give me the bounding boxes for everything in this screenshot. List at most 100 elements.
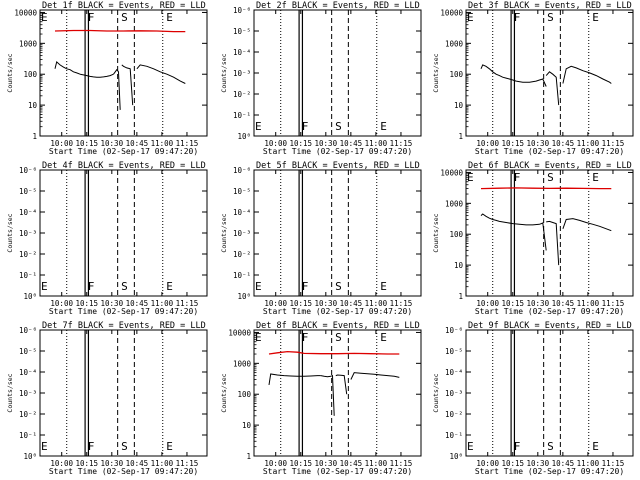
x-tick-label: 10:45 [126,299,149,308]
x-tick-label: 11:00 [151,459,174,468]
event-rate-line-3 [545,71,560,106]
x-tick-label: 10:45 [552,299,575,308]
y-tick-label: 10⁻⁵ [19,187,37,196]
event-rate-line-1 [480,213,540,226]
y-tick-label: 1000 [445,39,464,48]
plot-frame [253,9,422,137]
y-axis-label: Counts/sec [220,53,228,92]
y-tick-label: 100 [449,230,463,239]
event-marker-e: E [41,280,48,293]
x-tick-label: 10:00 [264,459,287,468]
y-tick-label: 10⁻³ [445,389,463,398]
y-axis-label: Counts/sec [6,213,14,252]
plot-panel-2: Det 2f BLACK = Events, RED = LLD 10:00 10:… [220,1,422,156]
event-rate-line-3 [113,68,121,110]
event-marker-e: E [41,440,48,453]
event-marker-e: E [592,440,599,453]
y-tick-label: 10⁻⁴ [19,368,37,377]
plot-title: Det 7f BLACK = Events, RED = LLD [42,321,206,331]
x-tick-label: 10:45 [552,459,575,468]
y-tick-label: 10⁻² [445,410,463,419]
event-marker-e: E [166,440,173,453]
y-tick-label: 10⁻⁵ [19,347,37,356]
y-tick-label: 10 [454,101,464,110]
x-tick-label: 11:15 [176,139,199,148]
event-marker-e: E [41,11,48,24]
y-axis-label: Counts/sec [6,53,14,92]
y-tick-label: 10⁻¹ [233,271,251,280]
y-tick-label: 10⁻² [19,250,37,259]
event-marker-s: S [335,331,342,344]
plot-title: Det 9f BLACK = Events, RED = LLD [468,321,632,331]
y-tick-label: 10⁻⁶ [233,166,251,175]
y-tick-label: 10⁰ [23,292,37,301]
event-rate-line-1 [268,373,321,385]
x-tick-label: 10:00 [50,459,73,468]
y-tick-label: 100 [23,70,37,79]
x-tick-label: 11:00 [365,299,388,308]
x-tick-label: 11:00 [577,459,600,468]
x-tick-label: 11:15 [390,299,413,308]
event-marker-s: S [547,171,554,184]
plot-frame [465,9,634,137]
x-axis-label: Start Time (02-Sep-17 09:47:20) [49,147,198,156]
plot-title: Det 6f BLACK = Events, RED = LLD [468,161,632,171]
y-tick-label: 10⁰ [23,452,37,461]
plot-frame [253,169,422,297]
y-tick-label: 10 [242,421,252,430]
x-tick-label: 10:15 [75,299,98,308]
plot-frame [253,329,422,457]
y-tick-label: 1000 [445,199,464,208]
event-marker-f: F [514,440,521,453]
event-marker-f: F [302,331,309,344]
y-axis-label: Counts/sec [6,373,14,412]
plot-title: Det 2f BLACK = Events, RED = LLD [256,1,420,11]
y-tick-label: 10⁰ [237,132,251,141]
x-axis-label: Start Time (02-Sep-17 09:47:20) [49,467,198,476]
event-marker-e: E [380,280,387,293]
x-axis-label: Start Time (02-Sep-17 09:47:20) [475,147,624,156]
y-tick-label: 1 [458,132,463,141]
x-tick-label: 11:15 [176,459,199,468]
lld-rate-line [480,187,612,190]
y-tick-label: 10⁻² [233,250,251,259]
event-marker-f: F [302,120,309,133]
event-marker-f: F [88,280,95,293]
event-rate-line-1 [54,60,81,75]
x-tick-label: 11:00 [577,299,600,308]
event-marker-e: E [467,171,474,184]
x-tick-label: 10:45 [126,459,149,468]
plot-panel-7: Det 7f BLACK = Events, RED = LLD 10:00 10:… [6,321,208,476]
x-tick-label: 10:30 [315,139,338,148]
x-tick-label: 10:00 [50,139,73,148]
x-tick-label: 10:00 [264,139,287,148]
event-rate-line-2 [539,222,547,251]
plot-frame [465,169,634,297]
y-tick-label: 10⁻¹ [233,111,251,120]
y-tick-label: 10⁻³ [233,229,251,238]
y-tick-label: 10⁻¹ [445,431,463,440]
y-tick-label: 10⁻⁴ [233,208,251,217]
event-marker-s: S [121,440,128,453]
y-tick-label: 10⁻³ [19,229,37,238]
x-tick-label: 10:30 [315,459,338,468]
x-axis-label: Start Time (02-Sep-17 09:47:20) [263,467,412,476]
x-tick-label: 11:15 [602,459,625,468]
x-axis-label: Start Time (02-Sep-17 09:47:20) [263,147,412,156]
event-rate-line-3 [546,220,560,266]
event-marker-e: E [255,280,262,293]
x-tick-label: 10:45 [552,139,575,148]
event-rate-line-3 [335,374,348,395]
x-tick-label: 10:30 [315,299,338,308]
y-tick-label: 10⁻⁴ [19,208,37,217]
x-tick-label: 10:00 [50,299,73,308]
event-marker-f: F [88,440,95,453]
event-marker-f: F [88,11,95,24]
event-marker-s: S [335,120,342,133]
event-rate-line-2 [79,73,114,78]
